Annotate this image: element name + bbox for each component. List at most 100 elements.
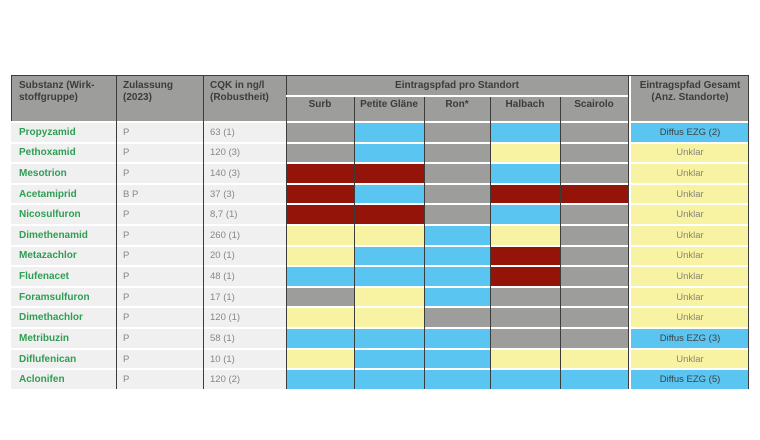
column-border — [748, 76, 749, 389]
substance-cell: Acetamiprid — [11, 184, 116, 204]
group-header-label: Eintragspfad pro Standort — [286, 76, 628, 95]
table-row: Diflufenican P 10 (1) Unklar — [11, 349, 749, 369]
site-cell — [286, 226, 354, 245]
column-border — [354, 97, 355, 389]
approval-cell: P — [116, 329, 203, 348]
site-cell — [424, 349, 490, 369]
site-cell — [424, 329, 490, 348]
cqk-cell: 17 (1) — [203, 287, 286, 307]
site-cell — [560, 267, 628, 286]
table-row: Propyzamid P 63 (1) Diffus EZG (2) — [11, 123, 749, 142]
site-cell — [354, 184, 424, 204]
site-cell — [286, 349, 354, 369]
table-header: Substanz (Wirk-stoffgruppe) Zulassung (2… — [11, 76, 749, 121]
site-cell — [424, 143, 490, 163]
site-cell — [286, 184, 354, 204]
site-cell — [490, 287, 560, 307]
site-cell — [424, 370, 490, 389]
site-cell — [424, 226, 490, 245]
site-cell — [354, 267, 424, 286]
total-cell: Diffus EZG (3) — [631, 329, 749, 348]
total-cell: Diffus EZG (5) — [631, 370, 749, 389]
total-cell: Unklar — [631, 267, 749, 286]
site-cell — [286, 205, 354, 225]
column-border — [490, 97, 491, 389]
site-cell — [560, 349, 628, 369]
substance-cell: Propyzamid — [11, 123, 116, 142]
table-row: Aclonifen P 120 (2) Diffus EZG (5) — [11, 370, 749, 389]
approval-cell: P — [116, 143, 203, 163]
approval-cell: P — [116, 226, 203, 245]
column-border — [116, 76, 117, 389]
site-cell — [424, 267, 490, 286]
approval-cell: P — [116, 349, 203, 369]
site-cell — [490, 349, 560, 369]
approval-cell: P — [116, 123, 203, 142]
site-cell — [354, 370, 424, 389]
site-cell — [560, 205, 628, 225]
site-cell — [424, 246, 490, 266]
cqk-cell: 260 (1) — [203, 226, 286, 245]
substance-cell: Metazachlor — [11, 246, 116, 266]
approval-cell: P — [116, 370, 203, 389]
site-cell — [490, 143, 560, 163]
substance-cell: Flufenacet — [11, 267, 116, 286]
substance-cell: Pethoxamid — [11, 143, 116, 163]
site-cell — [424, 287, 490, 307]
substance-cell: Dimethachlor — [11, 308, 116, 328]
column-header-approval: Zulassung (2023) — [116, 76, 203, 121]
substance-cell: Nicosulfuron — [11, 205, 116, 225]
site-cell — [424, 123, 490, 142]
column-header-cqk: CQK in ng/l (Robustheit) — [203, 76, 286, 121]
column-border — [11, 76, 12, 121]
table-row: Foramsulfuron P 17 (1) Unklar — [11, 287, 749, 307]
cqk-cell: 8,7 (1) — [203, 205, 286, 225]
approval-cell: P — [116, 287, 203, 307]
column-group-pathway-per-site: Eintragspfad pro Standort Surb Petite Gl… — [286, 76, 628, 121]
column-header-total-pathway: Eintragspfad Gesamt (Anz. Standorte) — [631, 76, 749, 121]
site-cell — [354, 226, 424, 245]
approval-cell: P — [116, 205, 203, 225]
total-cell: Unklar — [631, 349, 749, 369]
site-cell — [286, 164, 354, 183]
total-cell: Diffus EZG (2) — [631, 123, 749, 142]
site-cell — [560, 308, 628, 328]
site-cell — [354, 164, 424, 183]
table-row: Nicosulfuron P 8,7 (1) Unklar — [11, 205, 749, 225]
table-body: Propyzamid P 63 (1) Diffus EZG (2) Petho… — [11, 121, 749, 389]
site-cell — [354, 287, 424, 307]
substance-cell: Foramsulfuron — [11, 287, 116, 307]
site-cell — [560, 246, 628, 266]
column-border — [424, 97, 425, 389]
site-cell — [490, 329, 560, 348]
site-cell — [286, 329, 354, 348]
column-header-site-halbach: Halbach — [490, 97, 560, 121]
site-cell — [490, 267, 560, 286]
site-cell — [490, 205, 560, 225]
substance-cell: Metribuzin — [11, 329, 116, 348]
site-header-row: Surb Petite Gläne Ron* Halbach Scairolo — [286, 97, 628, 121]
site-cell — [560, 329, 628, 348]
table-row: Acetamiprid B P 37 (3) Unklar — [11, 184, 749, 204]
site-cell — [490, 246, 560, 266]
site-cell — [354, 205, 424, 225]
group-header-divider — [286, 95, 628, 97]
site-cell — [424, 164, 490, 183]
cqk-cell: 140 (3) — [203, 164, 286, 183]
approval-cell: P — [116, 246, 203, 266]
column-border — [628, 76, 629, 389]
site-cell — [286, 143, 354, 163]
site-cell — [560, 226, 628, 245]
site-cell — [354, 246, 424, 266]
total-cell: Unklar — [631, 287, 749, 307]
table-row: Dimethachlor P 120 (1) Unklar — [11, 308, 749, 328]
site-cell — [560, 370, 628, 389]
site-cell — [354, 143, 424, 163]
cqk-cell: 10 (1) — [203, 349, 286, 369]
total-cell: Unklar — [631, 246, 749, 266]
site-cell — [490, 123, 560, 142]
site-cell — [286, 370, 354, 389]
site-cell — [424, 184, 490, 204]
total-cell: Unklar — [631, 143, 749, 163]
